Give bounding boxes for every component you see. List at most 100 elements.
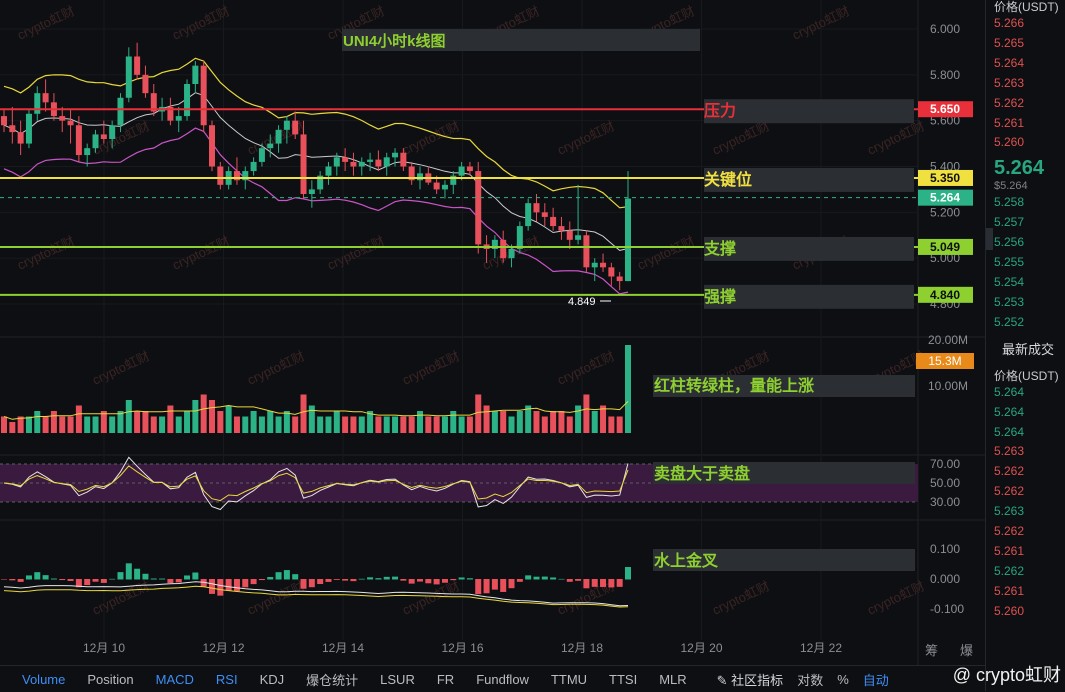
trade-row[interactable]: 5.264 (994, 404, 1025, 419)
level-price: 5.650 (930, 102, 960, 116)
candle-body (34, 93, 41, 114)
volume-bar (417, 411, 423, 433)
trades-header: 价格(USDT) (994, 368, 1059, 383)
bid-row[interactable]: 5.254 (994, 274, 1025, 289)
ask-row[interactable]: 5.265 (994, 35, 1025, 50)
candle-body (583, 235, 590, 268)
ask-row[interactable]: 5.263 (994, 75, 1025, 90)
tab-ttmu[interactable]: TTMU (550, 671, 588, 687)
bid-row[interactable]: 5.258 (994, 195, 1025, 210)
annotation-bg (653, 462, 915, 484)
level-price-tag (918, 101, 973, 118)
volume-bar (275, 416, 282, 433)
ask-row[interactable]: 5.260 (994, 135, 1025, 150)
candle-body (591, 262, 598, 268)
macd-bar (67, 579, 74, 581)
tab-爆仓统计[interactable]: 爆仓统计 (306, 672, 359, 688)
trade-row[interactable]: 5.262 (994, 563, 1025, 578)
price-tick-label: 5.800 (930, 68, 960, 82)
candle-body (67, 120, 74, 126)
macd-bar (516, 579, 523, 582)
level-label-bg (704, 236, 914, 261)
ask-row[interactable]: 5.264 (994, 55, 1025, 70)
macd-bar (608, 579, 615, 588)
macd-bar (159, 578, 166, 580)
tab-fundflow[interactable]: Fundflow (476, 671, 529, 687)
trade-row[interactable]: 5.263 (994, 504, 1025, 519)
candle-body (533, 203, 540, 213)
trade-row[interactable]: 5.261 (994, 583, 1025, 598)
chart-title: UNI4小时k线图 (343, 32, 446, 50)
volume-tick-label: 20.00M (928, 333, 968, 347)
trade-row[interactable]: 5.264 (994, 384, 1025, 399)
bid-row[interactable]: 5.255 (994, 255, 1025, 270)
trade-row[interactable]: 5.262 (994, 484, 1025, 499)
candle-body (458, 166, 465, 176)
macd-bar (417, 579, 423, 582)
candle-body (92, 134, 99, 149)
macd-bar (292, 574, 299, 580)
tab-mlr[interactable]: MLR (659, 671, 687, 687)
bid-row[interactable]: 5.253 (994, 294, 1025, 309)
ask-row[interactable]: 5.266 (994, 16, 1025, 30)
level-name: 关键位 (704, 170, 752, 189)
candle-body (466, 166, 473, 172)
tab-position[interactable]: Position (87, 671, 134, 687)
tab-lsur[interactable]: LSUR (380, 671, 415, 687)
tool-对数[interactable]: 对数 (797, 672, 824, 688)
ask-row[interactable]: 5.261 (994, 115, 1025, 130)
candle-body (75, 125, 82, 156)
macd-bar (34, 572, 41, 580)
trade-row[interactable]: 5.263 (994, 444, 1025, 459)
macd-bar (192, 572, 199, 580)
trade-row[interactable]: 5.262 (994, 524, 1025, 539)
tool-%[interactable]: % (837, 671, 849, 687)
recent-trades-title[interactable]: 最新成交 (1002, 341, 1055, 357)
trade-row[interactable]: 5.260 (994, 603, 1025, 618)
macd-dea (3, 585, 629, 608)
tab-rsi[interactable]: RSI (215, 671, 238, 687)
macd-bar (267, 577, 274, 580)
bid-row[interactable]: 5.256 (994, 235, 1025, 250)
trade-row[interactable]: 5.264 (994, 424, 1025, 439)
watermark-text: crypto虹财 (710, 118, 772, 158)
volume-bar (466, 416, 473, 433)
macd-bar (625, 567, 631, 580)
tab-kdj[interactable]: KDJ (259, 671, 285, 687)
volume-ma (3, 401, 629, 420)
tool-自动[interactable]: 自动 (862, 672, 889, 688)
community-indicators[interactable]: ✎ 社区指标 (716, 672, 784, 688)
kline-chart[interactable]: 12月 10 12月 12 12月 14 12月 16 12月 18 12月 20 12月 … (0, 0, 985, 691)
boll-mid (3, 92, 629, 251)
trade-row[interactable]: 5.261 (994, 543, 1025, 558)
volume-bar (483, 405, 490, 433)
volume-bar (608, 416, 615, 433)
tab-fr[interactable]: FR (436, 671, 455, 687)
volume-bar (441, 416, 448, 433)
candle-body (475, 171, 482, 245)
tab-volume[interactable]: Volume (22, 671, 66, 687)
macd-tick-label: 0.000 (930, 572, 960, 586)
candle-body (342, 157, 349, 162)
candle-body (292, 120, 299, 135)
level-price-tag (918, 286, 973, 303)
tab-macd[interactable]: MACD (155, 671, 194, 687)
macd-bar (233, 579, 240, 592)
macd-bar (333, 579, 340, 580)
macd-bar (575, 579, 582, 581)
trade-row[interactable]: 5.262 (994, 464, 1025, 479)
macd-bar (283, 570, 290, 580)
panel-collapse-handle[interactable] (986, 228, 993, 250)
macd-bar (433, 579, 440, 585)
last-price: 5.264 (994, 157, 1045, 180)
volume-bar (491, 411, 498, 433)
bid-row[interactable]: 5.252 (994, 314, 1025, 329)
candle-body (100, 134, 107, 139)
candle-body (550, 216, 557, 227)
ask-row[interactable]: 5.262 (994, 95, 1025, 110)
bid-row[interactable]: 5.257 (994, 215, 1025, 230)
volume-tag (916, 353, 974, 369)
candle-body (616, 276, 623, 282)
volume-bar (100, 411, 107, 433)
tab-ttsi[interactable]: TTSI (609, 671, 638, 687)
